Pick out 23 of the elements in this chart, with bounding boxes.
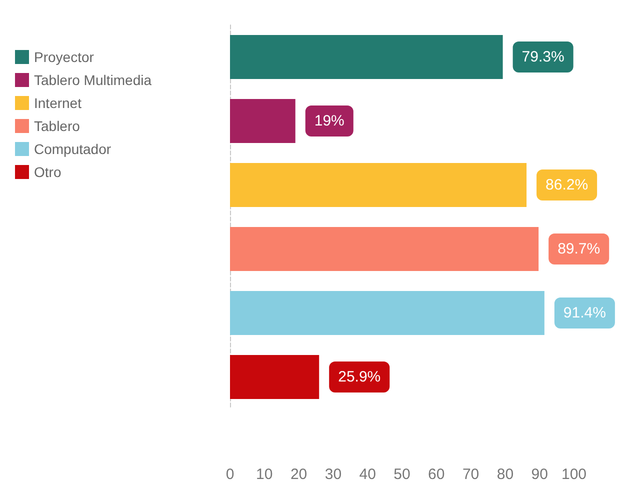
legend-label: Tablero Multimedia [34,72,152,88]
data-label: 19% [314,112,344,130]
x-tick-label: 30 [324,466,342,483]
x-tick-label: 60 [428,466,445,483]
legend-label: Otro [34,164,62,180]
x-tick-label: 70 [462,466,480,483]
legend-label: Proyector [34,49,94,65]
x-tick-label: 40 [359,466,376,483]
x-tick-label: 80 [496,466,514,483]
data-label: 91.4% [563,304,606,322]
x-tick-label: 0 [226,466,234,483]
x-tick-label: 90 [531,466,548,483]
x-tick-label: 20 [290,466,308,483]
legend-label: Internet [34,95,82,111]
data-label: 89.7% [558,240,600,258]
x-tick-label: 10 [256,466,273,483]
legend-label: Computador [34,141,112,157]
legend-label: Tablero [34,118,80,134]
x-tick-label: 100 [561,466,587,483]
x-tick-label: 50 [394,466,410,483]
data-label: 86.2% [546,176,588,194]
data-label: 25.9% [338,368,381,386]
data-label: 79.3% [522,48,564,66]
